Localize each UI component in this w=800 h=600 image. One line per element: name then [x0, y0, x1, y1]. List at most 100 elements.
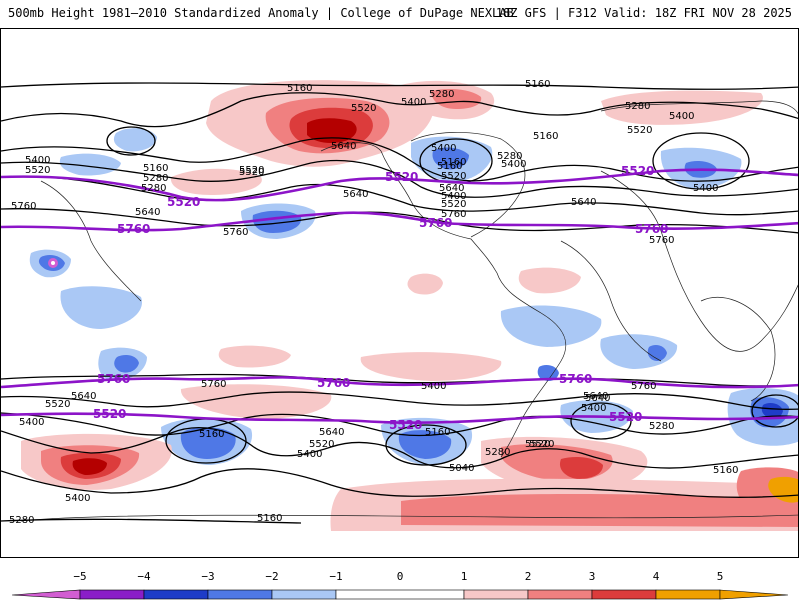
contour-label: 5640 [583, 391, 608, 402]
map-canvas: 5160 5280 5520 5400 5160 5280 5400 5520 … [1, 79, 798, 531]
contour-label: 5520 [239, 167, 264, 178]
contour-label: 5760 [441, 209, 466, 220]
colorbar-segment [591, 589, 657, 600]
contour-label: 5520 [525, 439, 550, 450]
contour-label: 5760 [631, 381, 656, 392]
anomaly-negative-region [398, 430, 452, 459]
contour-label: 5640 [343, 189, 368, 200]
anomaly-positive-region [360, 352, 502, 381]
contour-label-5520: 5520 [385, 170, 418, 184]
contour-label: 5160 [425, 427, 450, 438]
contour-label: 5520 [529, 439, 554, 450]
contour-label: 5160 [525, 79, 550, 90]
contour-label: 5400 [431, 143, 456, 154]
colorbar-tick-label: −2 [265, 570, 279, 583]
colorbar-segment [271, 589, 337, 600]
contour-label-5520: 5520 [609, 410, 642, 424]
contour-label: 5640 [571, 197, 596, 208]
contour-label: 5280 [141, 183, 166, 194]
contour-label: 5280 [9, 515, 34, 526]
contour-label-5760: 5760 [559, 372, 592, 386]
contour-label: 5520 [309, 439, 334, 450]
colorbar-segment [11, 589, 81, 600]
contour-label: 5400 [19, 417, 44, 428]
contour-label: 5640 [439, 183, 464, 194]
highlight-label-group: 5520 5520 5520 5760 5760 5760 5760 5760 … [93, 164, 668, 432]
anomaly-negative-region [432, 147, 469, 170]
contour-label-5520: 5520 [167, 195, 200, 209]
contour-label: 5160 [533, 131, 558, 142]
colorbar-tick-label: −3 [201, 570, 215, 583]
contour-label: 5760 [649, 235, 674, 246]
contour-label: 5160 [441, 157, 466, 168]
contour-label-group: 5160 5280 5520 5400 5160 5280 5400 5520 … [9, 79, 738, 526]
anomaly-negative-region [59, 153, 121, 176]
colorbar-segment [335, 589, 465, 600]
colorbar-segment [463, 589, 529, 600]
anomaly-positive-region [180, 384, 332, 419]
anomaly-negative-region [60, 286, 142, 329]
contour-label: 5280 [649, 421, 674, 432]
contour-label-5520: 5520 [621, 164, 654, 178]
contour-label: 5280 [485, 447, 510, 458]
anomaly-positive-region [407, 273, 443, 295]
colorbar-svg [11, 589, 789, 600]
contour-label: 5280 [143, 173, 168, 184]
contour-label: 5400 [581, 403, 606, 414]
colorbar-tick-label: 1 [460, 570, 468, 583]
contour-label: 5640 [135, 207, 160, 218]
anomaly-negative-region [114, 355, 139, 373]
contour-label: 5520 [239, 165, 264, 176]
anomaly-positive-region [431, 89, 482, 109]
anomaly-positive-region [218, 345, 291, 368]
coastlines [20, 100, 798, 522]
contour-5520-south [1, 412, 798, 424]
colorbar-tick-label: −5 [73, 570, 87, 583]
anomaly-negative-region [180, 427, 236, 459]
contour-label: 5520 [351, 103, 376, 114]
contour-label-5520: 5520 [93, 407, 126, 421]
contour-label: 5160 [257, 513, 282, 524]
contour-label: 5280 [625, 101, 650, 112]
height-contours [1, 82, 798, 524]
contour-label-5760: 5760 [635, 222, 668, 236]
anomaly-positive-region [307, 118, 357, 143]
contour-label: 5040 [449, 463, 474, 474]
contour-label: 5520 [441, 199, 466, 210]
contour-label-5760: 5760 [317, 376, 350, 390]
colorbar-tick-label: −1 [329, 570, 343, 583]
colorbar-segment [719, 589, 789, 600]
contour-label: 5760 [201, 379, 226, 390]
contour-label: 5640 [585, 393, 610, 404]
contour-label: 5760 [223, 227, 248, 238]
anomaly-negative-region [500, 305, 602, 347]
anomaly-map: 5160 5280 5520 5400 5160 5280 5400 5520 … [0, 28, 799, 558]
contour-label: 5640 [319, 427, 344, 438]
contour-label: 5520 [45, 399, 70, 410]
contour-label: 5520 [441, 171, 466, 182]
colorbar-segment [527, 589, 593, 600]
contour-label-5760: 5760 [117, 222, 150, 236]
contour-label: 5160 [713, 465, 738, 476]
anomaly-negative-region [537, 365, 559, 381]
contour-label: 5280 [429, 89, 454, 100]
colorbar-tick-label: 2 [524, 570, 532, 583]
colorbar-tick-label: 0 [396, 570, 404, 583]
contour-label: 5160 [287, 83, 312, 94]
contour-label: 5400 [501, 159, 526, 170]
contour-5520-north [1, 168, 798, 202]
contour-label: 5280 [497, 151, 522, 162]
contour-label: 5160 [143, 163, 168, 174]
colorbar-segment [79, 589, 145, 600]
contour-label: 5400 [65, 493, 90, 504]
colorbar-tick-label: 3 [588, 570, 596, 583]
contour-label-5760: 5760 [419, 216, 452, 230]
contour-5760-north [1, 211, 798, 232]
contour-label: 5640 [71, 391, 96, 402]
contour-label-5760: 5760 [97, 372, 130, 386]
anomaly-positive-region [72, 458, 107, 475]
contour-label: 5160 [199, 429, 224, 440]
anomaly-negative-region [761, 403, 783, 419]
colorbar-segment [655, 589, 721, 600]
contour-label: 5400 [693, 183, 718, 194]
